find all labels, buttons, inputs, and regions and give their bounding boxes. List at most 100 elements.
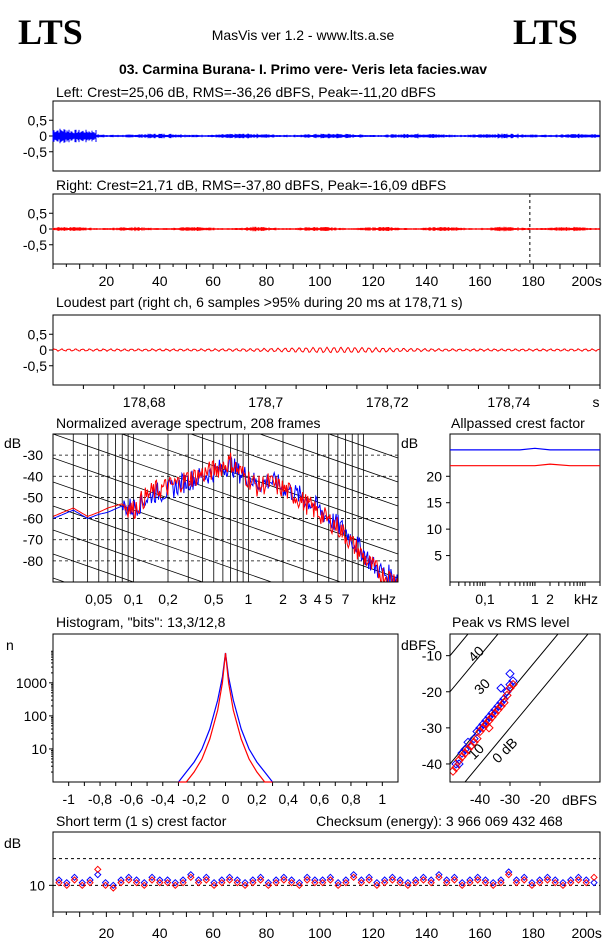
crest-point-left	[311, 876, 319, 884]
crest-point-left	[380, 876, 389, 884]
crest-point-left	[272, 876, 280, 884]
x-tick-label: -20	[530, 791, 550, 807]
loudest-part-title: Loudest part (right ch, 6 samples >95% d…	[56, 294, 463, 310]
y-tick-label: 0	[39, 128, 47, 144]
peak-rms-xlabel: dBFS	[562, 792, 597, 808]
x-tick-label: 1	[378, 791, 386, 807]
y-tick-label: -50	[23, 489, 43, 505]
crest-point-left	[140, 878, 148, 887]
crest-point-left	[442, 876, 451, 884]
peak-rms-point-right	[499, 697, 509, 708]
crest-point-right	[140, 881, 148, 890]
x-tick-label: 0,1	[124, 591, 144, 607]
crest-point-left	[404, 878, 412, 887]
x-tick-label: -30	[500, 791, 520, 807]
x-tick-label: 178,74	[487, 394, 530, 410]
crest-ylabel: dB	[4, 835, 21, 851]
diagonal-label: 30	[471, 675, 493, 697]
crest-point-right	[210, 881, 218, 890]
crest-point-right	[318, 878, 327, 887]
plot-frame	[52, 831, 601, 913]
crest-point-right	[388, 876, 397, 884]
crest-point-right	[582, 878, 590, 887]
checksum-text: Checksum (energy): 3 966 069 432 468	[316, 813, 563, 829]
x-tick-label: -0,4	[151, 791, 175, 807]
left-waveform-title: Left: Crest=25,06 dB, RMS=-36,26 dBFS, P…	[56, 84, 436, 100]
crest-point-right	[536, 878, 544, 887]
crest-point-right	[442, 878, 451, 887]
x-tick-label: 0,6	[310, 791, 330, 807]
crest-point-left	[303, 873, 311, 882]
crest-point-left	[590, 878, 598, 887]
allpassed-ylabel: dB	[401, 435, 418, 451]
crest-series-right	[450, 463, 600, 467]
crest-point-left	[567, 876, 575, 884]
x-tick-label: 1	[244, 591, 252, 607]
crest-point-left	[125, 873, 133, 882]
plot-frame	[449, 633, 601, 783]
y-tick-label: 15	[426, 495, 442, 511]
plot-frame	[52, 433, 399, 583]
x-tick-label: 0,4	[278, 791, 298, 807]
x-tick-label: 178,7	[248, 394, 283, 410]
file-title: 03. Carmina Burana- I. Primo vere- Veris…	[119, 61, 487, 77]
crest-point-right	[256, 876, 265, 884]
spectrum-slope-line	[53, 457, 398, 579]
y-tick-label: 10	[29, 877, 45, 893]
spectrum-slope-line	[53, 674, 398, 794]
peak-rms-point-left	[493, 701, 503, 711]
crest-point-right	[349, 873, 358, 882]
x-tick-label: 180	[522, 273, 546, 289]
spectrum-slope-line	[53, 553, 135, 582]
crest-point-left	[450, 873, 459, 882]
crest-point-left	[233, 876, 242, 884]
crest-point-right	[342, 878, 350, 887]
peak-rms-point-right	[463, 744, 473, 755]
loudest-part-chart: 0,50-0,5 178,68 178,7 178,72 178,74 s	[23, 314, 601, 410]
x-tick-label: 1	[531, 591, 539, 607]
crest-point-left	[536, 876, 544, 884]
y-tick-label: 0	[39, 221, 47, 237]
x-tick-label: 0,1	[475, 591, 495, 607]
crest-point-left	[70, 873, 79, 882]
y-tick-label: -30	[23, 447, 43, 463]
y-tick-label: -0,5	[23, 144, 47, 160]
peak-rms-point-left	[490, 705, 500, 715]
crest-point-right	[489, 881, 497, 890]
crest-point-left	[210, 878, 218, 887]
crest-point-right	[101, 881, 110, 890]
peak-rms-point-right	[490, 708, 500, 719]
crest-point-left	[101, 878, 110, 887]
x-tick-label: 4	[314, 591, 322, 607]
peak-rms-point-right	[454, 755, 464, 766]
peak-rms-point-right	[496, 701, 506, 711]
histogram-series-right	[178, 652, 273, 783]
crest-point-right	[249, 878, 257, 887]
peak-rms-point-right	[457, 752, 467, 762]
crest-point-right	[78, 881, 86, 890]
y-tick-label: 10	[31, 741, 47, 757]
x-unit-label: kHz	[574, 591, 598, 607]
crest-series-left	[450, 447, 600, 451]
y-tick-label: -40	[422, 756, 442, 772]
crest-point-left	[187, 870, 195, 879]
crest-point-right	[303, 876, 311, 884]
crest-point-left	[411, 876, 420, 884]
crest-point-left	[512, 876, 521, 884]
crest-point-right	[326, 876, 335, 884]
crest-point-left	[357, 876, 366, 884]
crest-point-left	[582, 876, 590, 884]
crest-point-right	[86, 878, 94, 887]
crest-point-left	[179, 876, 187, 884]
x-tick-label: 178,72	[366, 394, 409, 410]
crest-point-right	[171, 881, 180, 890]
x-tick-label: 200s	[571, 925, 601, 941]
crest-point-right	[63, 881, 71, 890]
crest-point-left	[551, 876, 559, 884]
peak-rms-point-left	[505, 668, 515, 679]
crest-point-right	[435, 873, 443, 882]
x-tick-label: 178,68	[123, 394, 166, 410]
x-tick-label: -0,2	[182, 791, 206, 807]
diagonal-label: 40	[465, 643, 487, 665]
